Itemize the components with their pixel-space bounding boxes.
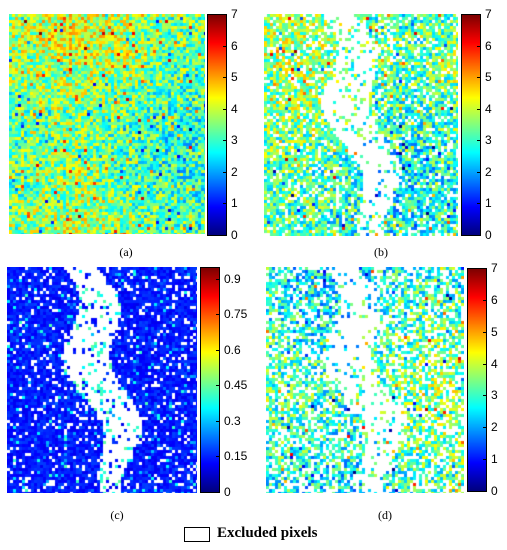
colorbar-tick-label: 1 <box>231 196 238 211</box>
colorbar-tick-mark <box>483 331 486 333</box>
panel-label-c: (c) <box>110 508 124 522</box>
colorbar-tick-mark <box>216 492 219 493</box>
colorbar-a <box>207 14 227 236</box>
colorbar-tick-mark <box>223 140 226 142</box>
colorbar-tick-label: 0.75 <box>224 307 248 322</box>
colorbar-tick-mark <box>477 45 480 47</box>
colorbar-tick-mark <box>223 171 226 173</box>
colorbar-tick-label: 0.9 <box>224 271 241 286</box>
colorbar-tick-label: 4 <box>231 101 238 116</box>
colorbar-tick-mark <box>477 14 480 15</box>
colorbar-tick-label: 2 <box>485 164 492 179</box>
colorbar-tick-label: 5 <box>491 324 498 339</box>
colorbar-tick-mark <box>483 395 486 397</box>
colorbar-tick-label: 4 <box>491 356 498 371</box>
colorbar-tick-mark <box>223 77 226 79</box>
colorbar-tick-label: 7 <box>485 7 492 21</box>
colorbar-tick-mark <box>223 14 226 15</box>
colorbar-tick-mark <box>216 349 219 351</box>
colorbar-tick-label: 5 <box>485 70 492 85</box>
heatmap-c <box>7 267 197 493</box>
colorbar-tick-label: 1 <box>491 452 498 467</box>
colorbar-tick-mark <box>216 456 219 458</box>
colorbar-tick-label: 4 <box>485 101 492 116</box>
colorbar-tick-label: 6 <box>491 292 498 307</box>
colorbar-tick-label: 6 <box>485 38 492 53</box>
colorbar-tick-label: 6 <box>231 38 238 53</box>
colorbar-tick-label: 7 <box>231 7 238 21</box>
colorbar-tick-mark <box>477 235 480 236</box>
colorbar-tick-label: 0.15 <box>224 449 248 464</box>
colorbar-tick-mark <box>216 385 219 387</box>
colorbar-tick-label: 0.6 <box>224 342 241 357</box>
colorbar-tick-label: 0 <box>491 484 498 498</box>
colorbar-tick-label: 2 <box>231 164 238 179</box>
colorbar-tick-mark <box>216 314 219 316</box>
panel-label-b: (b) <box>374 245 388 259</box>
colorbar-tick-mark <box>477 77 480 79</box>
colorbar-tick-label: 1 <box>485 196 492 211</box>
colorbar-tick-mark <box>477 171 480 173</box>
colorbar-d <box>467 268 487 492</box>
excluded-pixels-swatch <box>184 527 210 542</box>
colorbar-tick-label: 0 <box>485 228 492 242</box>
colorbar-tick-mark <box>483 363 486 365</box>
colorbar-tick-label: 5 <box>231 70 238 85</box>
colorbar-tick-label: 0 <box>231 228 238 242</box>
colorbar-tick-mark <box>477 203 480 205</box>
colorbar-tick-mark <box>223 203 226 205</box>
colorbar-tick-mark <box>483 491 486 492</box>
colorbar-tick-mark <box>483 459 486 461</box>
colorbar-tick-mark <box>223 45 226 47</box>
colorbar-tick-mark <box>483 427 486 429</box>
colorbar-tick-label: 2 <box>491 420 498 435</box>
colorbar-tick-mark <box>477 108 480 110</box>
colorbar-tick-mark <box>223 235 226 236</box>
colorbar-tick-mark <box>483 268 486 269</box>
legend-label: Excluded pixels <box>217 525 318 541</box>
colorbar-tick-label: 3 <box>485 133 492 148</box>
heatmap-d <box>266 267 464 493</box>
colorbar-tick-label: 0.3 <box>224 413 241 428</box>
colorbar-tick-label: 3 <box>231 133 238 148</box>
colorbar-tick-mark <box>216 278 219 280</box>
colorbar-tick-mark <box>216 420 219 422</box>
colorbar-tick-label: 0.45 <box>224 378 248 393</box>
colorbar-b <box>461 14 481 236</box>
heatmap-b <box>264 14 458 236</box>
colorbar-c <box>200 267 220 493</box>
colorbar-tick-mark <box>483 299 486 301</box>
colorbar-tick-label: 7 <box>491 261 498 275</box>
heatmap-a <box>9 14 205 234</box>
colorbar-tick-label: 3 <box>491 388 498 403</box>
panel-label-a: (a) <box>119 245 133 259</box>
colorbar-tick-label: 0 <box>224 485 231 499</box>
colorbar-tick-mark <box>477 140 480 142</box>
colorbar-tick-mark <box>223 108 226 110</box>
panel-label-d: (d) <box>378 508 392 522</box>
